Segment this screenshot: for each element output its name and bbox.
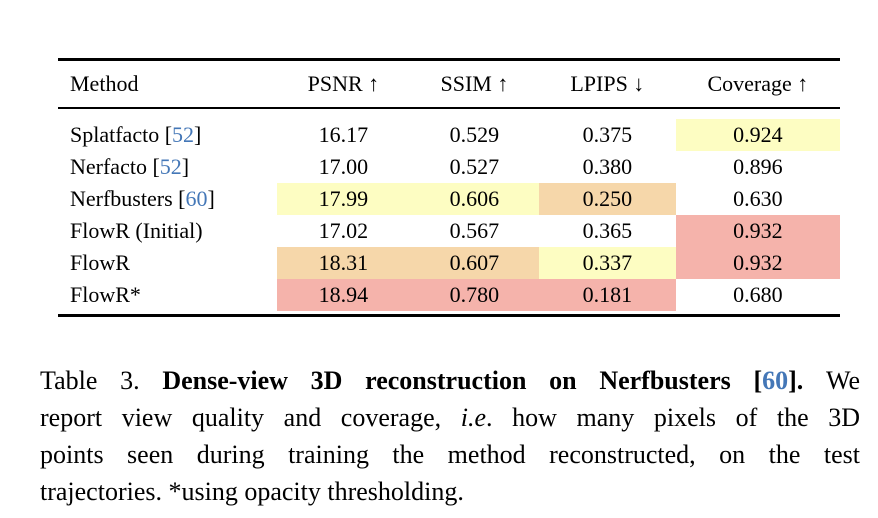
value-cell: 18.94 <box>276 279 410 314</box>
table-row: Nerfbusters [60] 17.99 0.606 0.250 0.630 <box>58 183 840 215</box>
col-header-method: Method <box>58 61 277 109</box>
citation-link[interactable]: 52 <box>159 154 182 179</box>
table-row: FlowR* 18.94 0.780 0.181 0.680 <box>58 279 840 314</box>
caption-text: . how many pixels of the 3D <box>486 403 860 432</box>
value-cell: 0.932 <box>675 215 840 247</box>
caption-text: report view quality and coverage, <box>40 403 461 432</box>
caption-text: points seen during training the method r… <box>40 440 860 469</box>
value-cell: 17.00 <box>318 154 369 179</box>
method-cell: Splatfacto [52] <box>58 109 277 151</box>
table-header-row: Method PSNR ↑ SSIM ↑ LPIPS ↓ Coverage ↑ <box>58 61 840 109</box>
method-cell: FlowR (Initial) <box>70 218 203 243</box>
value-cell: 0.567 <box>449 218 500 243</box>
method-cell: Nerfacto [52] <box>70 154 190 179</box>
value-cell: 0.380 <box>582 154 633 179</box>
value-cell: 0.529 <box>409 109 539 151</box>
col-header-psnr: PSNR ↑ <box>276 61 410 109</box>
value-cell: 0.780 <box>409 279 539 314</box>
caption-line: Table 3. Dense-view 3D reconstruction on… <box>40 362 860 399</box>
table-caption: Table 3. Dense-view 3D reconstruction on… <box>40 362 860 510</box>
caption-text: trajectories. *using opacity thresholdin… <box>40 477 464 506</box>
citation-link[interactable]: 52 <box>172 122 195 147</box>
value-cell: 17.99 <box>276 183 410 215</box>
value-cell: 18.31 <box>276 247 410 279</box>
caption-text: ]. <box>788 366 826 395</box>
caption-text: i.e <box>460 403 486 432</box>
table-row: FlowR 18.31 0.607 0.337 0.932 <box>58 247 840 279</box>
table-row: FlowR (Initial) 17.02 0.567 0.365 0.932 <box>58 215 840 247</box>
caption-line: report view quality and coverage, i.e. h… <box>40 399 860 436</box>
value-cell: 0.607 <box>409 247 539 279</box>
caption-text: Dense-view 3D reconstruction on Nerfbust… <box>162 366 763 395</box>
citation-link[interactable]: 60 <box>762 366 789 395</box>
value-cell: 17.02 <box>318 218 369 243</box>
caption-text: Table 3. <box>40 366 163 395</box>
value-cell: 0.365 <box>582 218 633 243</box>
value-cell: 0.896 <box>733 154 783 179</box>
col-header-ssim: SSIM ↑ <box>409 61 539 109</box>
value-cell: 0.527 <box>449 154 500 179</box>
value-cell: 0.606 <box>409 183 539 215</box>
method-cell: FlowR* <box>58 279 277 314</box>
table-row: Nerfacto [52] 17.00 0.527 0.380 0.896 <box>58 151 840 183</box>
value-cell: 0.630 <box>733 186 783 211</box>
value-cell: 0.337 <box>538 247 676 279</box>
col-header-lpips: LPIPS ↓ <box>538 61 676 109</box>
value-cell: 0.181 <box>538 279 676 314</box>
value-cell: 16.17 <box>276 109 410 151</box>
method-cell: FlowR <box>70 250 130 275</box>
value-cell: 0.932 <box>675 247 840 279</box>
col-header-coverage: Coverage ↑ <box>675 61 840 109</box>
value-cell: 0.375 <box>538 109 676 151</box>
caption-line: trajectories. *using opacity thresholdin… <box>40 473 860 510</box>
value-cell: 0.250 <box>538 183 676 215</box>
results-table: Method PSNR ↑ SSIM ↑ LPIPS ↓ Coverage ↑ … <box>58 58 840 317</box>
caption-text: We <box>825 366 860 395</box>
caption-line: points seen during training the method r… <box>40 436 860 473</box>
citation-link[interactable]: 60 <box>185 186 208 211</box>
table-row: Splatfacto [52] 16.17 0.529 0.375 0.924 <box>58 109 840 151</box>
value-cell: 0.924 <box>675 109 840 151</box>
method-cell: Nerfbusters [60] <box>70 186 215 211</box>
value-cell: 0.680 <box>675 279 840 314</box>
